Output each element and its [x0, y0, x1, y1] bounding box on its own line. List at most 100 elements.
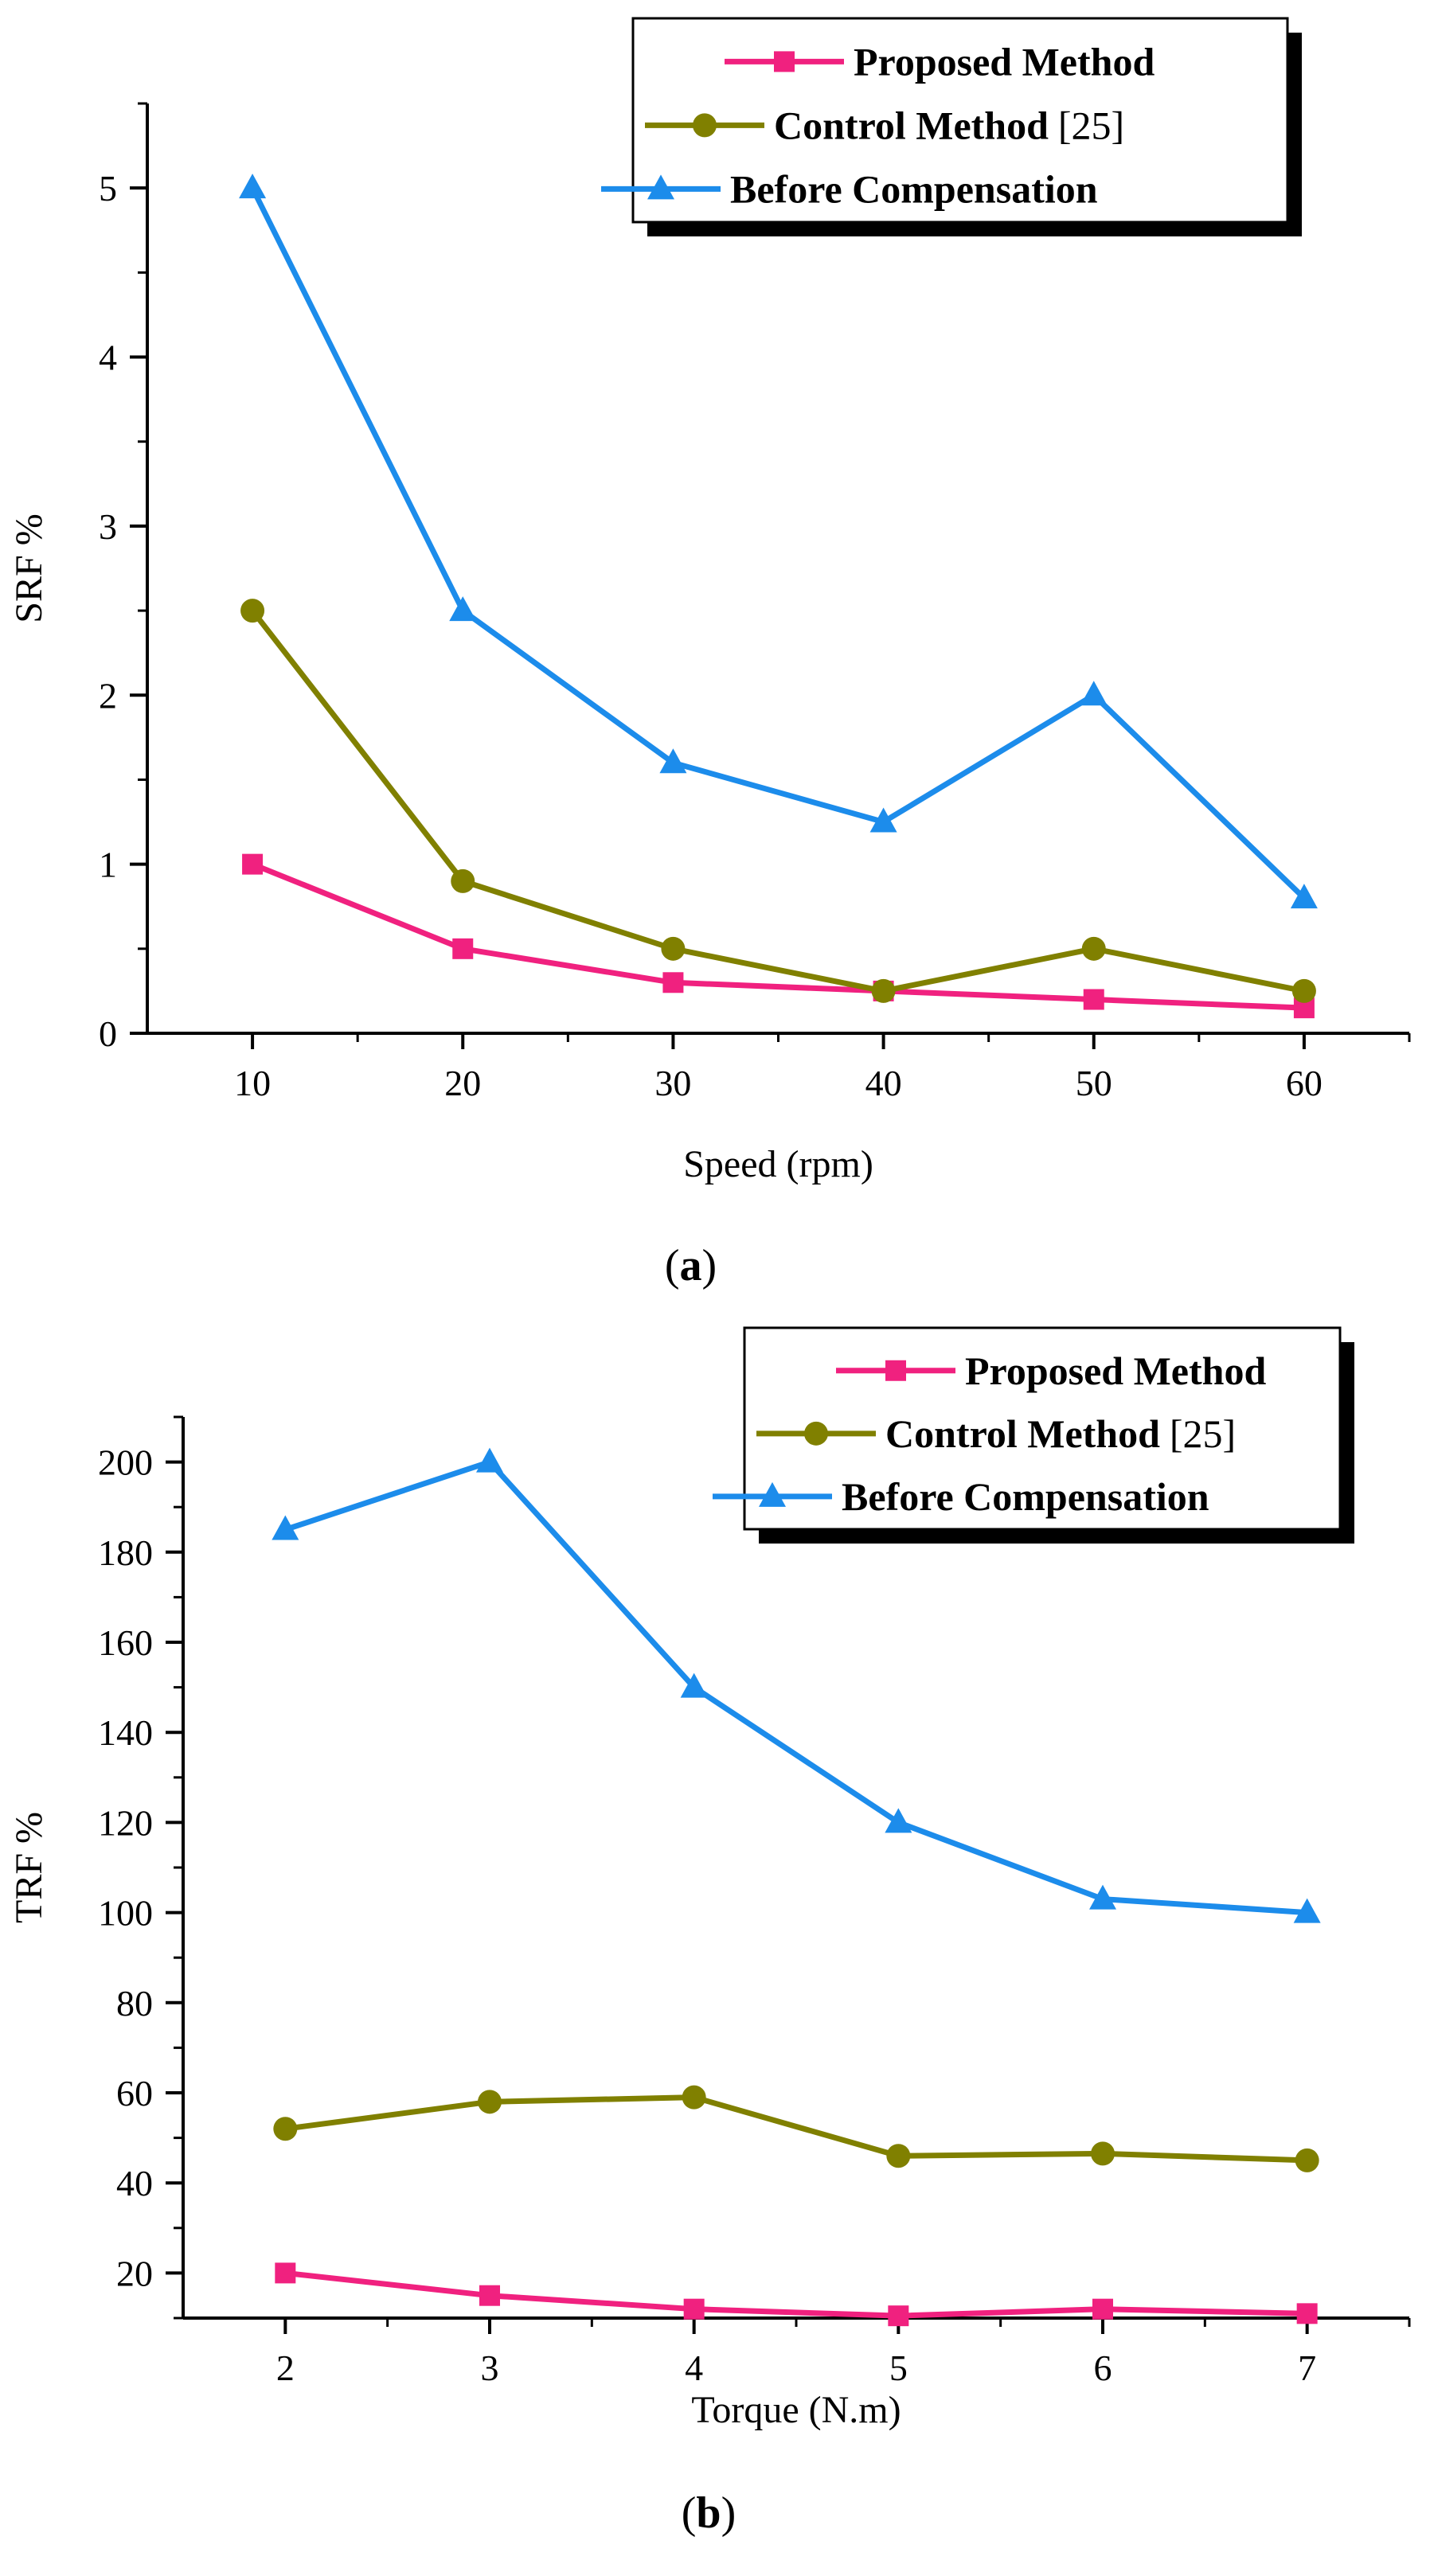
legend-label: Proposed Method: [854, 39, 1155, 84]
y-tick-label: 160: [98, 1622, 153, 1663]
data-point: [449, 596, 477, 622]
series-line: [250, 608, 1305, 994]
y-tick-label: 1: [99, 845, 117, 885]
data-point: [452, 938, 474, 959]
y-tick-label: 20: [116, 2253, 153, 2293]
legend: Proposed Method Control Method [25] Before …: [601, 17, 1302, 236]
legend-label: Control Method [25]: [774, 103, 1124, 147]
x-tick-label: 50: [1076, 1063, 1112, 1103]
x-tick-label: 2: [276, 2348, 295, 2388]
data-point: [239, 174, 267, 199]
y-axis-title: TRF %: [8, 1812, 50, 1923]
y-tick-label: 60: [116, 2073, 153, 2113]
data-point: [272, 1515, 299, 1540]
series-line: [284, 1459, 1307, 1916]
y-tick-label: 140: [98, 1712, 153, 1753]
y-tick-label: 0: [99, 1013, 117, 1054]
data-point: [683, 2298, 705, 2320]
data-point: [1080, 681, 1108, 706]
y-tick-label: 120: [98, 1802, 153, 1843]
data-point: [1092, 2298, 1113, 2320]
data-point: [479, 2285, 500, 2306]
series-circle: [273, 2085, 1319, 2172]
legend-item: Proposed Method: [725, 39, 1155, 84]
data-point: [1290, 884, 1318, 909]
legend: Proposed Method Control Method [25] Before …: [713, 1326, 1354, 1544]
legend-ref: [25]: [1058, 103, 1124, 147]
legend-item: Before Compensation: [601, 166, 1098, 211]
series-line: [284, 2094, 1307, 2164]
x-tick-label: 3: [481, 2348, 499, 2388]
legend-label: Control Method [25]: [885, 1411, 1236, 1456]
data-point: [871, 978, 896, 1003]
data-point: [240, 599, 265, 623]
figure-caption: (b): [682, 2488, 736, 2538]
series-triangle: [239, 174, 1318, 909]
y-tick-label: 100: [98, 1893, 153, 1934]
series-triangle: [272, 1447, 1321, 1923]
legend-marker: [804, 1421, 828, 1446]
series-line: [251, 861, 1305, 1011]
data-point: [478, 2090, 502, 2114]
y-tick-label: 180: [98, 1532, 153, 1573]
legend-item: Control Method [25]: [756, 1411, 1236, 1456]
chart-b: 2 3 4 5 6 7 20 40 60 80 100 120 140 160 180 200 Torque (…: [8, 1326, 1411, 2538]
data-point: [1089, 1884, 1116, 1910]
chart-a: 10 20 30 40 50 60 0 1 2 3 4 5 Speed (rpm) SRF % Propos…: [8, 17, 1411, 1290]
data-point: [885, 1808, 912, 1833]
x-tick-label: 7: [1298, 2348, 1316, 2388]
legend-marker: [647, 174, 674, 200]
data-point: [662, 972, 684, 993]
data-point: [682, 2085, 706, 2110]
legend-label: Before Compensation: [730, 166, 1098, 211]
legend-box: [631, 17, 1289, 224]
x-tick-label: 20: [444, 1063, 481, 1103]
y-axis-title: SRF %: [8, 513, 50, 623]
y-tick-label: 40: [116, 2163, 153, 2203]
legend-marker: [693, 113, 717, 138]
data-point: [886, 2144, 911, 2168]
x-tick-label: 6: [1094, 2348, 1112, 2388]
data-point: [659, 748, 687, 774]
data-point: [1083, 989, 1104, 1010]
x-axis-title: Torque (N.m): [691, 2389, 901, 2431]
y-tick-label: 2: [99, 675, 117, 716]
series-square: [242, 853, 1315, 1019]
x-tick-label: 10: [234, 1063, 271, 1103]
data-point: [275, 2262, 296, 2284]
data-point: [1081, 936, 1106, 961]
legend-box: [743, 1326, 1342, 1531]
legend-marker: [759, 1481, 786, 1507]
caption-letter: b: [696, 2488, 721, 2538]
data-point: [476, 1447, 503, 1473]
legend-item: Control Method [25]: [645, 103, 1124, 147]
series-line: [284, 2270, 1307, 2319]
legend-marker: [774, 51, 795, 72]
data-point: [1296, 2303, 1318, 2324]
y-tick-label: 200: [98, 1442, 153, 1483]
x-tick-label: 4: [685, 2348, 703, 2388]
legend-label: Proposed Method: [965, 1348, 1266, 1393]
data-point: [1293, 1898, 1321, 1923]
data-point: [273, 2117, 298, 2141]
data-point: [242, 853, 264, 875]
data-point: [1295, 2148, 1319, 2172]
legend-marker: [885, 1360, 906, 1381]
y-tick-label: 3: [99, 506, 117, 547]
x-tick-label: 5: [889, 2348, 908, 2388]
series-square: [275, 2262, 1318, 2327]
data-point: [869, 807, 897, 833]
data-point: [680, 1672, 708, 1698]
caption-letter: a: [680, 1241, 702, 1290]
y-tick-label: 5: [99, 168, 117, 209]
y-tick-label: 4: [99, 338, 117, 378]
x-tick-label: 30: [654, 1063, 691, 1103]
series-circle: [240, 599, 1316, 1003]
x-tick-label: 60: [1286, 1063, 1323, 1103]
series-line: [249, 186, 1307, 900]
y-tick-label: 80: [116, 1983, 153, 2024]
figure-caption: (a): [665, 1241, 717, 1290]
data-point: [661, 936, 686, 961]
